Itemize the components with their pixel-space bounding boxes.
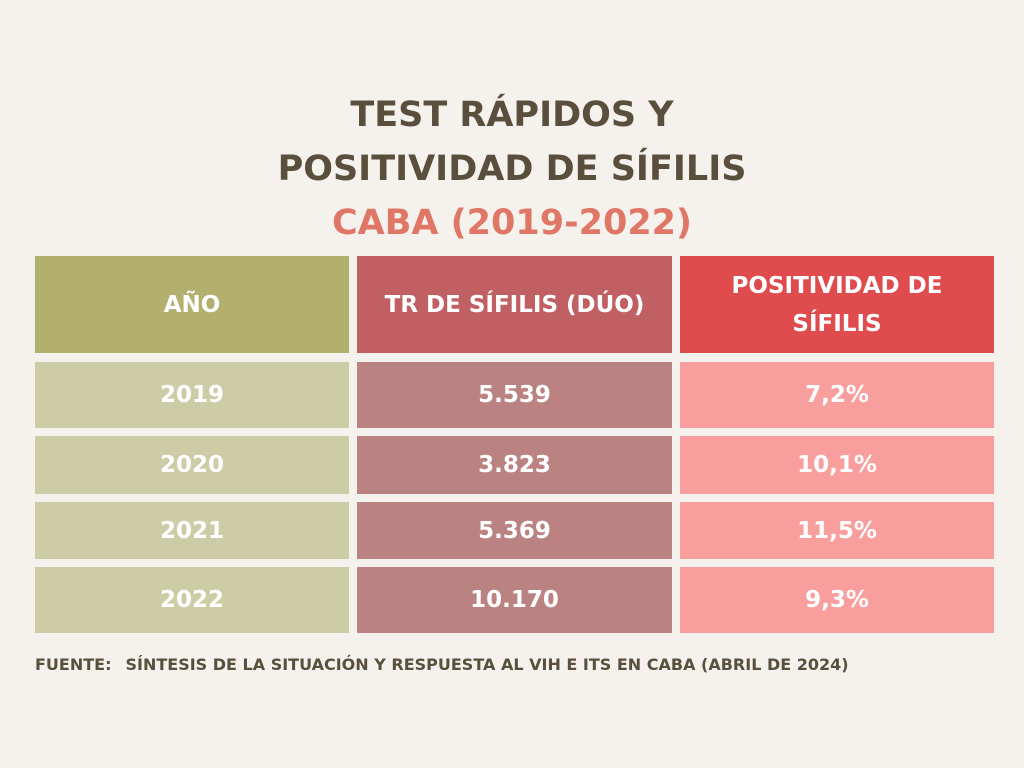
cell-year-2019: 2019: [35, 362, 349, 428]
cell-positivity-2020: 10,1%: [680, 436, 994, 494]
header-tests: TR DE SÍFILIS (DÚO): [357, 256, 672, 353]
header-year: AÑO: [35, 256, 349, 353]
title-line-1: TEST RÁPIDOS Y: [350, 95, 674, 135]
page-title: TEST RÁPIDOS Y POSITIVIDAD DE SÍFILIS CA…: [0, 88, 1024, 250]
cell-positivity-2019: 7,2%: [680, 362, 994, 428]
cell-tests-2019: 5.539: [357, 362, 672, 428]
header-positivity: POSITIVIDAD DE SÍFILIS: [680, 256, 994, 353]
source-text: SÍNTESIS DE LA SITUACIÓN Y RESPUESTA AL …: [125, 655, 849, 674]
title-subtitle: CABA (2019-2022): [331, 203, 693, 243]
cell-year-2021: 2021: [35, 502, 349, 559]
cell-tests-2022: 10.170: [357, 567, 672, 633]
source-note: FUENTE: SÍNTESIS DE LA SITUACIÓN Y RESPUE…: [35, 655, 849, 674]
source-label: FUENTE:: [35, 655, 112, 674]
cell-tests-2021: 5.369: [357, 502, 672, 559]
cell-year-2022: 2022: [35, 567, 349, 633]
title-line-2: POSITIVIDAD DE SÍFILIS: [277, 149, 747, 189]
cell-positivity-2021: 11,5%: [680, 502, 994, 559]
cell-positivity-2022: 9,3%: [680, 567, 994, 633]
cell-year-2020: 2020: [35, 436, 349, 494]
cell-tests-2020: 3.823: [357, 436, 672, 494]
